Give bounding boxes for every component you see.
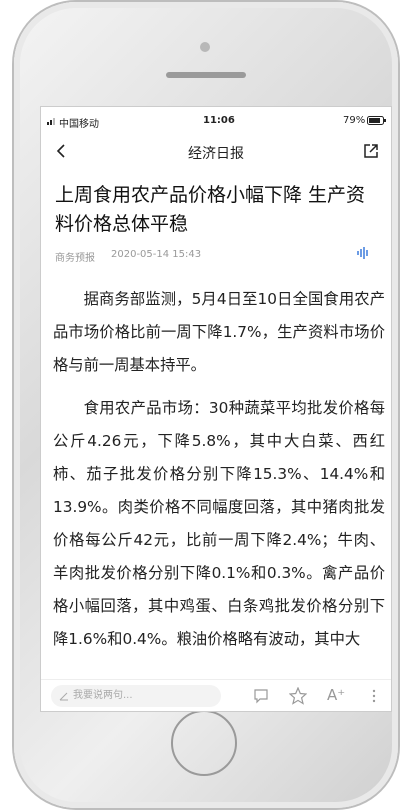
- speaker: [166, 72, 246, 78]
- screen: 中国移动 11:06 79% 经济日报 上周食用农产品价格小幅下降 生产资料价格…: [40, 106, 392, 712]
- paragraph: 据商务部监测，5月4日至10日全国食用农产品市场价格比前一周下降1.7%，生产资…: [53, 283, 385, 382]
- nav-title: 经济日报: [41, 143, 391, 163]
- comment-placeholder: 我要说两句...: [73, 690, 133, 701]
- camera: [200, 42, 210, 52]
- comment-button[interactable]: [253, 688, 269, 704]
- home-button[interactable]: [171, 710, 237, 776]
- share-button[interactable]: [363, 143, 379, 159]
- article-source: 商务预报: [55, 249, 95, 264]
- time: 11:06: [203, 115, 235, 126]
- page: 中国移动 11:06 79% 经济日报 上周食用农产品价格小幅下降 生产资料价格…: [0, 0, 412, 812]
- bottom-bar: 我要说两句... A⁺: [41, 679, 391, 712]
- more-button[interactable]: [371, 688, 377, 704]
- pen-icon: [59, 691, 69, 701]
- favorite-button[interactable]: [289, 687, 307, 705]
- paragraph: 食用农产品市场：30种蔬菜平均批发价格每公斤4.26元，下降5.8%，其中大白菜…: [53, 392, 385, 656]
- comment-input[interactable]: 我要说两句...: [51, 685, 221, 707]
- carrier: 中国移动: [59, 115, 99, 130]
- article-datetime: 2020-05-14 15:43: [111, 249, 201, 260]
- battery-icon: [367, 116, 387, 126]
- audio-button[interactable]: [356, 247, 370, 259]
- article-title: 上周食用农产品价格小幅下降 生产资料价格总体平稳: [55, 181, 380, 239]
- article-body: 据商务部监测，5月4日至10日全国食用农产品市场价格比前一周下降1.7%，生产资…: [53, 283, 385, 689]
- font-button[interactable]: A⁺: [327, 686, 345, 704]
- battery-text: 79%: [343, 115, 365, 126]
